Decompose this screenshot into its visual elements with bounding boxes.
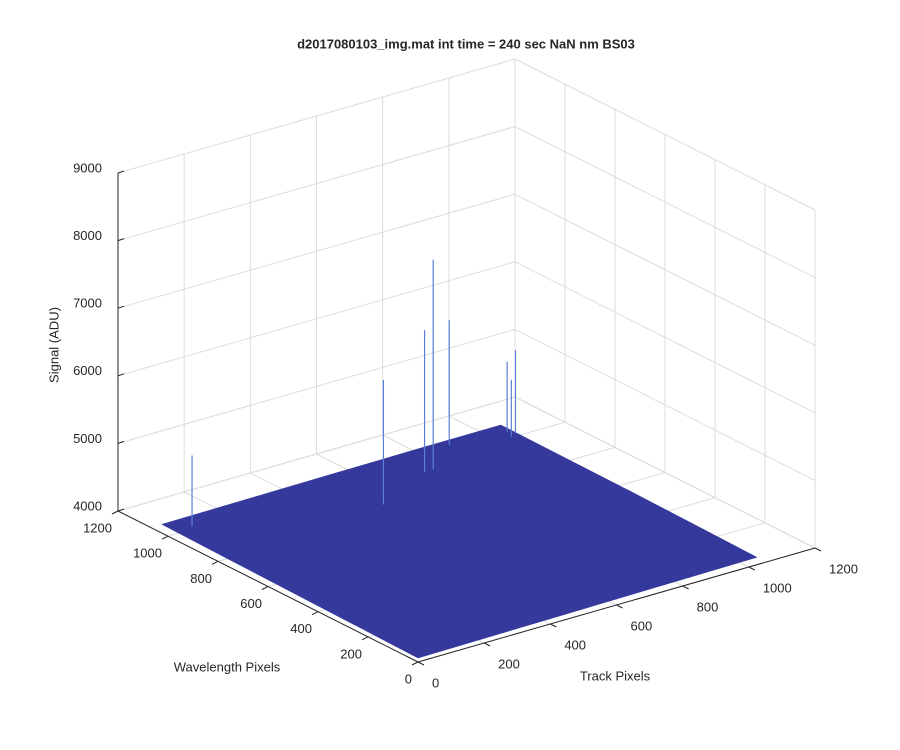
- x-tick: [814, 547, 822, 552]
- y-tick: [161, 535, 169, 540]
- x-tick: [417, 661, 425, 666]
- y-tick: [211, 560, 219, 565]
- chart-title: d2017080103_img.mat int time = 240 sec N…: [297, 36, 635, 51]
- y-tick-label: 1200: [83, 520, 112, 535]
- z-tick: [117, 170, 125, 174]
- x-tick-label: 800: [697, 599, 719, 614]
- grid-line: [117, 193, 516, 309]
- y-tick-label: 800: [190, 571, 212, 586]
- z-tick: [117, 373, 125, 377]
- z-tick-label: 4000: [73, 498, 102, 513]
- grid-line: [117, 261, 516, 377]
- y-tick-label: 400: [290, 621, 312, 636]
- grid-line: [514, 396, 816, 549]
- y-tick-label: 0: [405, 671, 412, 686]
- x-tick: [682, 585, 689, 590]
- z-axis-label: Signal (ADU): [46, 307, 61, 383]
- grid-line: [117, 58, 516, 174]
- x-tick: [483, 642, 491, 647]
- x-tick-label: 600: [631, 618, 653, 633]
- z-tick: [117, 238, 125, 242]
- x-axis-label: Track Pixels: [580, 668, 651, 683]
- y-tick: [411, 661, 419, 666]
- z-tick-label: 6000: [73, 363, 102, 378]
- x-tick: [550, 623, 557, 628]
- x-tick-label: 0: [432, 675, 439, 690]
- z-tick-label: 8000: [73, 228, 102, 243]
- y-tick: [361, 636, 369, 641]
- z-tick-label: 7000: [73, 296, 102, 311]
- grid-line: [514, 193, 816, 346]
- x-tick-label: 1200: [829, 561, 858, 576]
- y-tick-label: 600: [240, 596, 262, 611]
- y-tick-label: 1000: [133, 546, 162, 561]
- z-tick: [117, 508, 125, 512]
- y-tick-label: 200: [340, 646, 362, 661]
- x-tick-label: 1000: [763, 580, 792, 595]
- x-tick-label: 400: [564, 637, 586, 652]
- z-tick-label: 5000: [73, 431, 102, 446]
- x-tick-label: 200: [498, 656, 520, 671]
- z-tick-label: 9000: [73, 160, 102, 175]
- y-tick: [261, 586, 269, 590]
- y-axis-label: Wavelength Pixels: [174, 659, 281, 674]
- grid-line: [514, 126, 816, 279]
- grid-line: [514, 328, 816, 481]
- grid-line: [117, 126, 516, 242]
- z-tick: [117, 305, 125, 309]
- y-tick: [111, 510, 119, 515]
- z-tick: [117, 440, 125, 444]
- x-tick: [616, 604, 623, 609]
- grid-line: [514, 58, 816, 211]
- y-tick: [311, 611, 319, 616]
- grid-line: [514, 261, 816, 414]
- x-tick: [748, 566, 756, 571]
- surface-patch: [353, 599, 504, 659]
